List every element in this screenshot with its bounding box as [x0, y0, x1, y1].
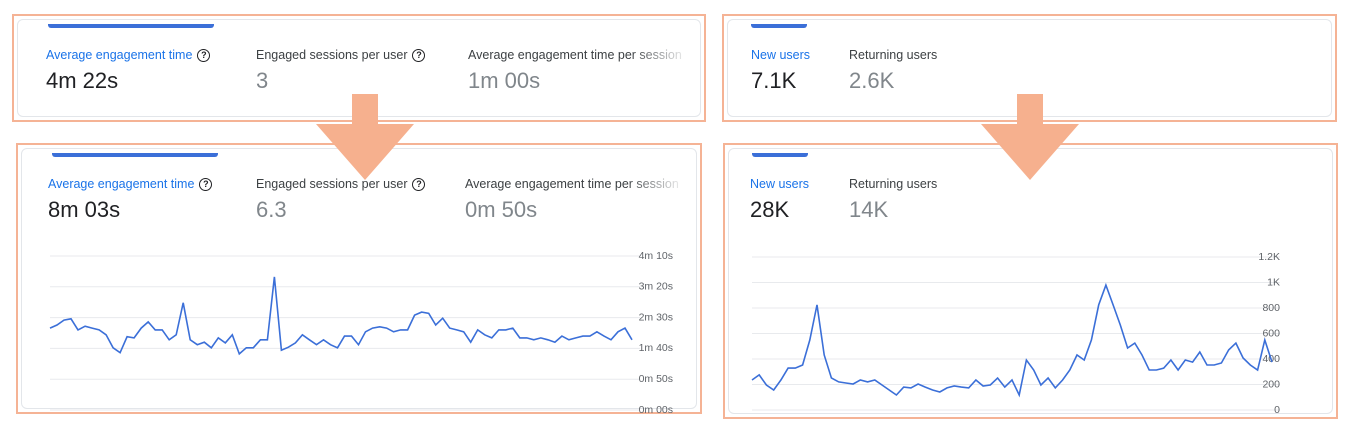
- data-line: [49, 276, 633, 356]
- help-icon: ?: [197, 48, 211, 62]
- metric-value: 3: [256, 68, 269, 93]
- metric: Returning users 2.6K: [849, 48, 937, 94]
- label-text: Returning users: [849, 177, 938, 191]
- metric-value: 2.6K: [849, 68, 895, 93]
- y-tick-label: 0m 50s: [639, 373, 673, 385]
- metric-label[interactable]: Engaged sessions per user?: [256, 177, 426, 191]
- metric-value: 4m 22s: [46, 68, 119, 93]
- metric: New users 7.1K: [751, 48, 810, 94]
- help-icon: ?: [199, 177, 213, 191]
- label-text: New users: [751, 48, 811, 62]
- metric-label[interactable]: New users: [750, 177, 809, 191]
- label-text: Returning users: [849, 48, 938, 62]
- arrow: [316, 94, 414, 180]
- label-text: Average engagement time per session: [468, 48, 682, 62]
- selected-tab: [52, 153, 218, 157]
- metric-value: 28K: [750, 197, 790, 222]
- metric: Returning users 14K: [849, 177, 937, 223]
- y-tick-label: 200: [1262, 378, 1280, 390]
- fade: [630, 48, 690, 68]
- metric-label[interactable]: Average engagement time?: [46, 48, 211, 62]
- metric-value: 14K: [849, 197, 889, 222]
- help-icon: ?: [412, 48, 426, 62]
- selected-tab: [751, 24, 807, 28]
- label-text: Engaged sessions per user: [256, 48, 408, 62]
- y-tick-label: 0m 00s: [639, 404, 673, 416]
- y-tick-label: 1K: [1267, 276, 1280, 288]
- arrow: [981, 94, 1079, 180]
- metric-label[interactable]: Average engagement time per session: [468, 48, 690, 62]
- y-tick-label: 1m 40s: [639, 342, 673, 354]
- metric-label[interactable]: Engaged sessions per user?: [256, 48, 426, 62]
- label-text: Engaged sessions per user: [256, 177, 408, 191]
- metric-value: 8m 03s: [48, 197, 121, 222]
- metric-value: 0m 50s: [465, 197, 538, 222]
- selected-tab: [48, 24, 214, 28]
- selected-tab: [752, 153, 808, 157]
- metric: Average engagement time per session 0m 50…: [465, 177, 686, 223]
- metric-label[interactable]: Returning users: [849, 177, 937, 191]
- card: Average engagement time? 8m 03s Engaged se…: [16, 143, 702, 414]
- y-tick-label: 2m 30s: [639, 311, 673, 323]
- metric: New users 28K: [750, 177, 809, 223]
- metric-label[interactable]: Returning users: [849, 48, 937, 62]
- metric: Average engagement time per session 1m 00…: [468, 48, 690, 94]
- y-tick-label: 800: [1262, 302, 1280, 314]
- label-text: Average engagement time: [48, 177, 195, 191]
- metric: Engaged sessions per user? 3: [256, 48, 426, 94]
- metric: Average engagement time? 4m 22s: [46, 48, 211, 94]
- metric: Average engagement time? 8m 03s: [48, 177, 213, 223]
- y-tick-label: 1.2K: [1258, 251, 1280, 263]
- y-tick-label: 600: [1262, 327, 1280, 339]
- metric-value: 1m 00s: [468, 68, 541, 93]
- data-line: [751, 282, 1273, 398]
- label-text: Average engagement time: [46, 48, 193, 62]
- fade: [626, 177, 686, 197]
- help-icon: ?: [412, 177, 426, 191]
- y-tick-label: 3m 20s: [639, 281, 673, 293]
- metric-value: 7.1K: [751, 68, 797, 93]
- metric-label[interactable]: Average engagement time per session: [465, 177, 686, 191]
- label-text: New users: [750, 177, 810, 191]
- metric: Engaged sessions per user? 6.3: [256, 177, 426, 223]
- y-tick-label: 4m 10s: [639, 250, 673, 262]
- y-tick-label: 0: [1274, 404, 1280, 416]
- metric-label[interactable]: New users: [751, 48, 810, 62]
- metric-label[interactable]: Average engagement time?: [48, 177, 213, 191]
- metric-value: 6.3: [256, 197, 287, 222]
- card: New users 28K Returning users 14K: [723, 143, 1338, 419]
- label-text: Average engagement time per session: [465, 177, 679, 191]
